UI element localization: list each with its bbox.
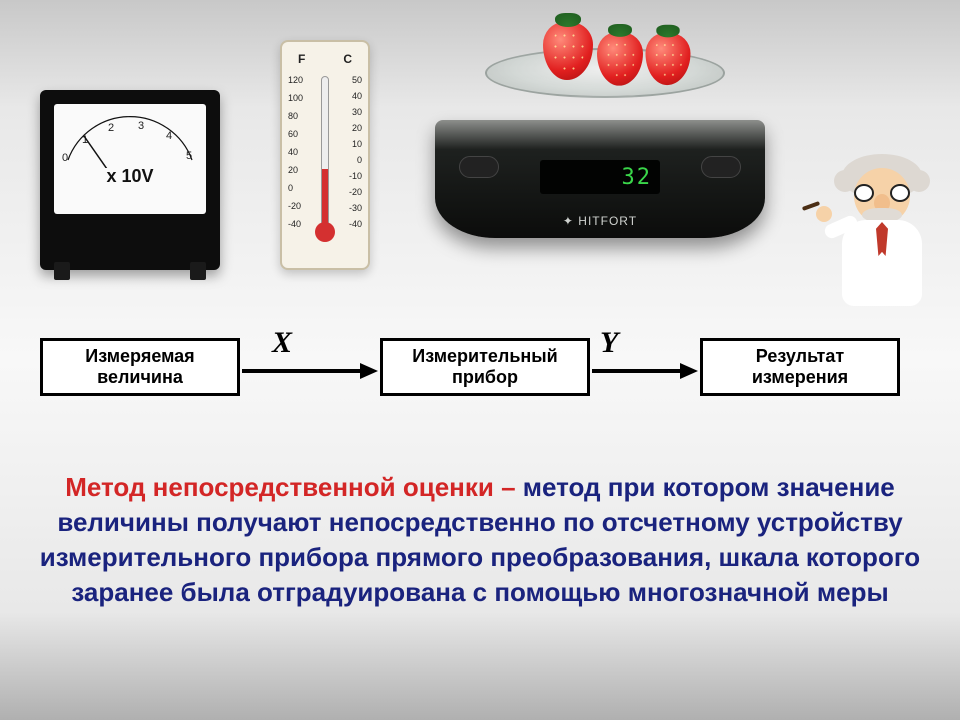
thermo-unit-f: F <box>298 52 305 66</box>
instrument-row: 0 1 2 3 4 5 x 10V F C <box>0 30 960 300</box>
voltmeter-arc <box>54 112 206 168</box>
c-tick: -10 <box>349 172 362 181</box>
thermo-unit-c: C <box>343 52 352 66</box>
voltmeter-range-label: x 10V <box>54 166 206 187</box>
voltmeter-body: 0 1 2 3 4 5 x 10V <box>40 90 220 270</box>
scale-button-right[interactable] <box>701 156 741 178</box>
flow-node-line1: Измеряемая <box>53 346 227 367</box>
scientist-hand <box>816 206 832 222</box>
measurement-flow-diagram: Измеряемая величина Измерительный прибор… <box>40 338 920 418</box>
c-tick: -30 <box>349 204 362 213</box>
scale-brand: ✦ HITFORT <box>563 214 637 228</box>
c-tick: 20 <box>352 124 362 133</box>
c-tick: -20 <box>349 188 362 197</box>
c-tick: 50 <box>352 76 362 85</box>
thermometer: F C 120 100 80 60 40 20 0 -20 -40 50 40 … <box>280 40 370 270</box>
scientist-cartoon <box>820 150 940 320</box>
f-tick: 80 <box>288 112 298 121</box>
flow-edge-label-x: X <box>272 326 292 360</box>
flow-node-line2: прибор <box>393 367 577 388</box>
voltmeter-foot <box>54 262 70 280</box>
flow-node-measurement-result: Результат измерения <box>700 338 900 396</box>
voltmeter-face: 0 1 2 3 4 5 x 10V <box>54 104 206 214</box>
voltmeter-foot <box>190 262 206 280</box>
flow-edge-label-y: Y <box>600 326 618 360</box>
flow-node-line1: Результат <box>713 346 887 367</box>
f-tick: -20 <box>288 202 301 211</box>
c-tick: 30 <box>352 108 362 117</box>
thermometer-tube <box>321 76 329 226</box>
kitchen-scale: 32 ✦ HITFORT <box>415 24 785 274</box>
f-tick: 120 <box>288 76 303 85</box>
voltmeter-scale: 0 1 2 3 4 5 <box>54 112 206 168</box>
scale-display: 32 <box>540 160 660 194</box>
flow-node-measuring-device: Измерительный прибор <box>380 338 590 396</box>
thermometer-scale: F C 120 100 80 60 40 20 0 -20 -40 50 40 … <box>282 50 368 256</box>
definition-highlight: Метод непосредственной оценки – <box>65 472 523 502</box>
c-tick: -40 <box>349 220 362 229</box>
f-tick: 60 <box>288 130 298 139</box>
voltmeter: 0 1 2 3 4 5 x 10V <box>40 90 220 290</box>
definition-paragraph: Метод непосредственной оценки – метод пр… <box>30 470 930 610</box>
flow-node-line2: измерения <box>713 367 887 388</box>
f-tick: 0 <box>288 184 293 193</box>
flow-node-line1: Измерительный <box>393 346 577 367</box>
thermometer-bulb <box>315 222 335 242</box>
flow-node-line2: величина <box>53 367 227 388</box>
c-tick: 10 <box>352 140 362 149</box>
flow-node-measured-quantity: Измеряемая величина <box>40 338 240 396</box>
scale-button-left[interactable] <box>459 156 499 178</box>
f-tick: 100 <box>288 94 303 103</box>
f-tick: 40 <box>288 148 298 157</box>
f-tick: 20 <box>288 166 298 175</box>
c-tick: 40 <box>352 92 362 101</box>
c-tick: 0 <box>357 156 362 165</box>
scale-body: 32 ✦ HITFORT <box>435 120 765 238</box>
f-tick: -40 <box>288 220 301 229</box>
